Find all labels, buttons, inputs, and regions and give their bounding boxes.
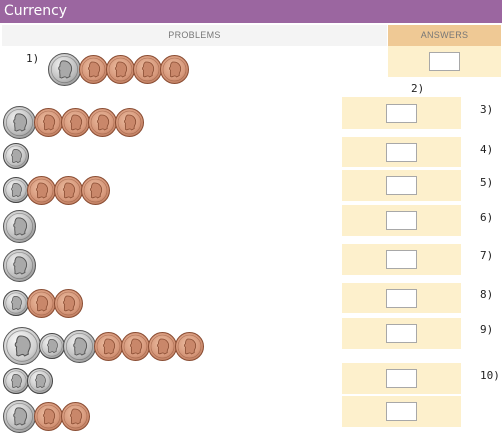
problem-number: 9) xyxy=(480,323,494,336)
penny-coin xyxy=(61,107,90,137)
penny-coin xyxy=(115,107,144,137)
penny-coin xyxy=(94,331,123,361)
penny-coin xyxy=(27,175,56,205)
dime-coin xyxy=(3,290,29,316)
penny-coin xyxy=(121,331,150,361)
dime-coin xyxy=(27,368,53,394)
penny-coin xyxy=(79,54,108,84)
answers-column-header: ANSWERS xyxy=(388,25,501,46)
page-title: Currency xyxy=(4,3,68,19)
problem-number: 6) xyxy=(480,211,494,224)
penny-coin xyxy=(88,107,117,137)
penny-coin xyxy=(175,331,204,361)
problem-number: 5) xyxy=(480,176,494,189)
dime-coin xyxy=(3,177,29,203)
nickel-coin xyxy=(48,52,81,86)
answer-cell xyxy=(342,170,461,201)
title-bar: Currency xyxy=(0,0,502,23)
answer-cell xyxy=(342,283,461,313)
answer-input[interactable] xyxy=(386,250,417,269)
nickel-coin xyxy=(3,105,36,139)
penny-coin xyxy=(34,107,63,137)
penny-coin xyxy=(160,54,189,84)
nickel-coin xyxy=(3,209,36,243)
answer-input[interactable] xyxy=(429,52,460,71)
penny-coin xyxy=(54,288,83,318)
answer-cell xyxy=(388,46,501,77)
penny-coin xyxy=(133,54,162,84)
problem-number: 3) xyxy=(480,103,494,116)
nickel-coin xyxy=(63,329,96,363)
answer-cell xyxy=(342,137,461,167)
quarter-coin xyxy=(3,327,41,365)
problems-column-header: PROBLEMS xyxy=(2,25,387,46)
dime-coin xyxy=(3,143,29,169)
penny-coin xyxy=(81,175,110,205)
dime-coin xyxy=(3,368,29,394)
answer-input[interactable] xyxy=(386,289,417,308)
problem-number: 2) xyxy=(411,82,425,95)
answer-input[interactable] xyxy=(386,324,417,343)
answer-input[interactable] xyxy=(386,176,417,195)
nickel-coin xyxy=(3,248,36,282)
penny-coin xyxy=(61,401,90,431)
problem-number: 8) xyxy=(480,288,494,301)
answer-input[interactable] xyxy=(386,402,417,421)
answer-input[interactable] xyxy=(386,104,417,123)
answer-cell xyxy=(342,97,461,129)
dime-coin xyxy=(39,333,65,359)
problem-number: 10) xyxy=(480,369,500,382)
answer-input[interactable] xyxy=(386,143,417,162)
answer-cell xyxy=(342,244,461,275)
problem-number: 7) xyxy=(480,249,494,262)
nickel-coin xyxy=(3,399,36,433)
penny-coin xyxy=(34,401,63,431)
penny-coin xyxy=(27,288,56,318)
answer-cell xyxy=(342,318,461,349)
penny-coin xyxy=(106,54,135,84)
penny-coin xyxy=(148,331,177,361)
answer-cell xyxy=(342,363,461,394)
answer-input[interactable] xyxy=(386,369,417,388)
problem-number: 1) xyxy=(26,52,40,65)
problem-number: 4) xyxy=(480,143,494,156)
answer-input[interactable] xyxy=(386,211,417,230)
answer-cell xyxy=(342,205,461,236)
answer-cell xyxy=(342,396,461,427)
penny-coin xyxy=(54,175,83,205)
